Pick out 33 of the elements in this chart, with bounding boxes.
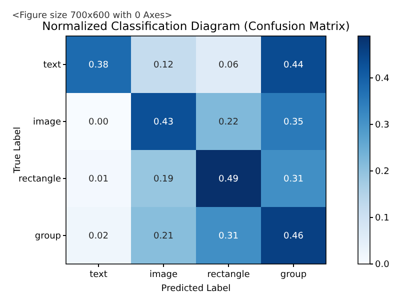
y-tick-label: text: [43, 60, 62, 71]
data-label: 0.31: [283, 174, 304, 185]
data-label: 0.38: [88, 60, 109, 71]
chart-title: Normalized Classification Diagram (Confusion Matrix): [42, 19, 350, 33]
data-label: 0.46: [283, 232, 304, 242]
data-label: 0.01: [88, 174, 109, 185]
x-axis-title: Predicted Label: [161, 284, 231, 294]
data-label: 0.12: [153, 60, 174, 71]
data-label: 0.06: [218, 60, 239, 71]
text: <Figure size 700x600 with 0 Axes>: [12, 11, 172, 21]
x-tick-label: image: [149, 270, 178, 280]
color-bar-label: 0.2: [375, 167, 390, 178]
y-tick-label: rectangle: [18, 174, 62, 185]
x-tick-label: rectangle: [207, 270, 250, 280]
data-label: 0.31: [218, 232, 239, 242]
color-bar-label: 0.0: [375, 260, 390, 270]
y-tick-label: image: [32, 118, 62, 128]
data-label: 0.49: [218, 174, 239, 185]
color-bar-label: 0.1: [375, 214, 390, 224]
data-label: 0.22: [218, 118, 239, 128]
x-tick-label: text: [90, 270, 108, 280]
data-label: 0.00: [88, 118, 109, 128]
data-label: 0.35: [283, 118, 304, 128]
x-tick-label: group: [280, 270, 307, 280]
data-label: 0.19: [153, 174, 174, 185]
data-label: 0.44: [283, 60, 304, 71]
y-tick-label: group: [34, 232, 62, 242]
color-bar-label: 0.3: [375, 120, 390, 131]
data-label: 0.43: [153, 118, 174, 128]
color-bar-label: 0.4: [375, 74, 390, 84]
y-axis-title: True Label: [13, 126, 23, 174]
data-label: 0.21: [153, 232, 174, 242]
data-label: 0.02: [88, 232, 109, 242]
